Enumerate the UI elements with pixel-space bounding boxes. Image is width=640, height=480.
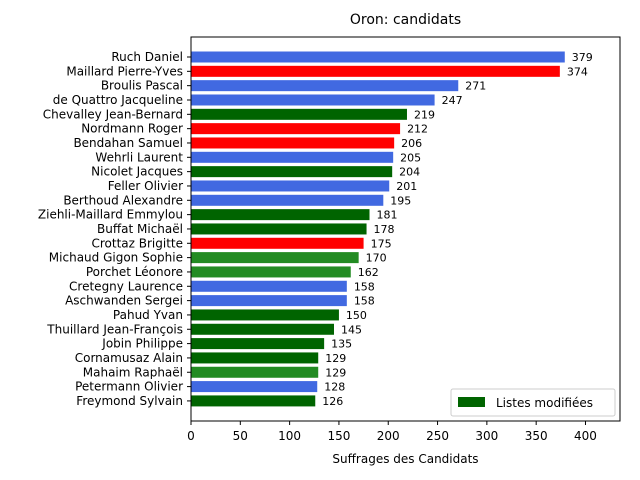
data-label: 195 (390, 194, 411, 207)
data-label: 170 (366, 252, 387, 265)
x-tick-label: 250 (426, 429, 449, 443)
y-tick-label: Mahaim Raphaël (83, 365, 183, 379)
bar (191, 51, 565, 63)
data-label: 181 (377, 209, 398, 222)
y-tick-label: Berthoud Alexandre (63, 193, 183, 207)
x-tick-label: 50 (233, 429, 248, 443)
y-tick-label: Aschwanden Sergei (65, 294, 183, 308)
bar (191, 280, 347, 292)
chart-title: Oron: candidats (350, 12, 461, 28)
bar (191, 295, 347, 307)
plot-frame (190, 36, 621, 422)
y-tick-label: Jobin Philippe (101, 337, 183, 351)
y-tick-label: Crottaz Brigitte (91, 236, 183, 250)
bar (191, 123, 401, 135)
y-tick-label: Petermann Olivier (75, 380, 183, 394)
legend: Listes modifiées (450, 388, 616, 417)
x-tick-label: 400 (574, 429, 597, 443)
data-label: 206 (401, 137, 422, 150)
data-label: 162 (358, 266, 379, 279)
y-tick-label: Porchet Léonore (86, 265, 183, 279)
bar (191, 151, 394, 163)
y-tick-label: Feller Olivier (108, 179, 183, 193)
bar (191, 338, 325, 350)
bar (191, 352, 319, 364)
bar (191, 309, 339, 321)
data-label: 145 (341, 323, 362, 336)
y-tick-label: Broulis Pascal (101, 79, 183, 93)
bar (191, 180, 390, 192)
data-label: 150 (346, 309, 367, 322)
y-tick-label: Maillard Pierre-Yves (66, 64, 183, 78)
y-tick-label: Ruch Daniel (111, 50, 183, 64)
bars-layer (191, 51, 565, 407)
data-label: 178 (374, 223, 395, 236)
data-label: 219 (414, 108, 435, 121)
x-tick-label: 350 (525, 429, 548, 443)
y-tick-label: Cornamusaz Alain (75, 351, 183, 365)
legend-label: Listes modifiées (496, 396, 593, 410)
bar (191, 381, 318, 393)
legend-swatch (458, 397, 485, 407)
bar (191, 366, 319, 378)
data-label: 247 (442, 94, 463, 107)
bar (191, 65, 560, 77)
y-tick-label: Nordmann Roger (81, 122, 183, 136)
x-tick-label: 0 (187, 429, 195, 443)
data-label: 126 (322, 395, 343, 408)
x-tick-label: 150 (327, 429, 350, 443)
y-tick-label: Nicolet Jacques (91, 165, 183, 179)
data-label: 379 (572, 51, 593, 64)
data-label: 135 (331, 338, 352, 351)
bar (191, 395, 316, 407)
y-tick-label: Freymond Sylvain (76, 394, 183, 408)
data-label: 129 (325, 366, 346, 379)
y-tick-label: de Quattro Jacqueline (53, 93, 183, 107)
data-label: 212 (407, 123, 428, 136)
bar (191, 223, 367, 235)
data-labels: 3793742712472192122062052042011951811781… (322, 51, 593, 408)
data-label: 128 (324, 381, 345, 394)
data-label: 201 (396, 180, 417, 193)
data-label: 204 (399, 166, 420, 179)
data-label: 205 (400, 151, 421, 164)
bar (191, 323, 334, 335)
y-tick-label: Cretegny Laurence (69, 279, 183, 293)
x-axis-label: Suffrages des Candidats (332, 452, 478, 466)
y-tick-label: Wehrli Laurent (95, 150, 183, 164)
data-label: 374 (567, 65, 588, 78)
y-tick-label: Buffat Michaël (97, 222, 183, 236)
bar (191, 237, 364, 249)
x-tick-label: 300 (475, 429, 498, 443)
bar (191, 266, 351, 278)
data-label: 175 (371, 237, 392, 250)
data-label: 158 (354, 295, 375, 308)
bar (191, 94, 435, 106)
x-tick-label: 100 (278, 429, 301, 443)
bar (191, 108, 407, 120)
x-axis: 0 50 100 150 200 250 300 350 400 (187, 421, 597, 443)
y-tick-label: Bendahan Samuel (73, 136, 183, 150)
bar (191, 137, 395, 149)
y-tick-label: Ziehli-Maillard Emmylou (38, 208, 183, 222)
bar (191, 80, 459, 92)
legend-box (450, 388, 616, 417)
bar (191, 252, 359, 264)
data-label: 158 (354, 280, 375, 293)
bar (191, 194, 384, 206)
data-label: 271 (465, 80, 486, 93)
x-tick-label: 200 (377, 429, 400, 443)
bar (191, 166, 393, 178)
y-tick-label: Pahud Yvan (113, 308, 183, 322)
y-tick-label: Chevalley Jean-Bernard (43, 107, 183, 121)
y-tick-label: Thuillard Jean-François (46, 322, 183, 336)
y-tick-label: Michaud Gigon Sophie (49, 251, 183, 265)
data-label: 129 (325, 352, 346, 365)
bar (191, 209, 370, 221)
